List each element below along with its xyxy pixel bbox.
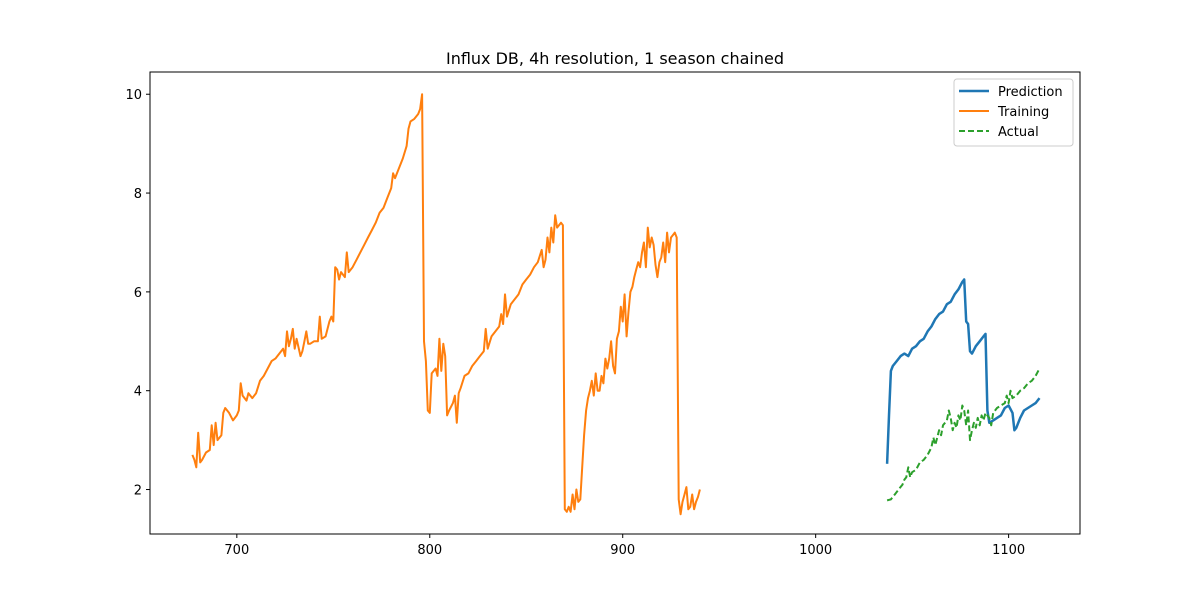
y-tick-label: 10 (125, 88, 142, 103)
series-line-actual (886, 368, 1041, 502)
y-axis: 2 4 6 8 10 (125, 88, 150, 499)
x-tick-label: 700 (224, 543, 249, 558)
series-layer (191, 93, 1041, 516)
series-line-training (191, 93, 701, 516)
x-tick-label: 800 (417, 543, 442, 558)
series-line-prediction (885, 278, 1041, 464)
x-tick-label: 1000 (799, 543, 832, 558)
x-axis: 700 800 900 1000 1100 (224, 534, 1025, 558)
chart-title: Influx DB, 4h resolution, 1 season chain… (446, 49, 784, 68)
legend-label-actual: Actual (998, 125, 1039, 140)
plot-area (150, 72, 1080, 534)
legend-label-training: Training (997, 105, 1049, 120)
y-tick-label: 8 (134, 187, 142, 202)
legend-box (953, 78, 1074, 147)
y-tick-label: 4 (134, 385, 142, 400)
y-tick-label: 2 (134, 484, 142, 499)
legend: Prediction Training Actual (953, 78, 1074, 147)
legend-label-prediction: Prediction (998, 85, 1063, 100)
x-tick-label: 900 (610, 543, 635, 558)
plot-frame (149, 71, 1081, 535)
y-tick-label: 6 (134, 286, 142, 301)
x-tick-label: 1100 (992, 543, 1025, 558)
